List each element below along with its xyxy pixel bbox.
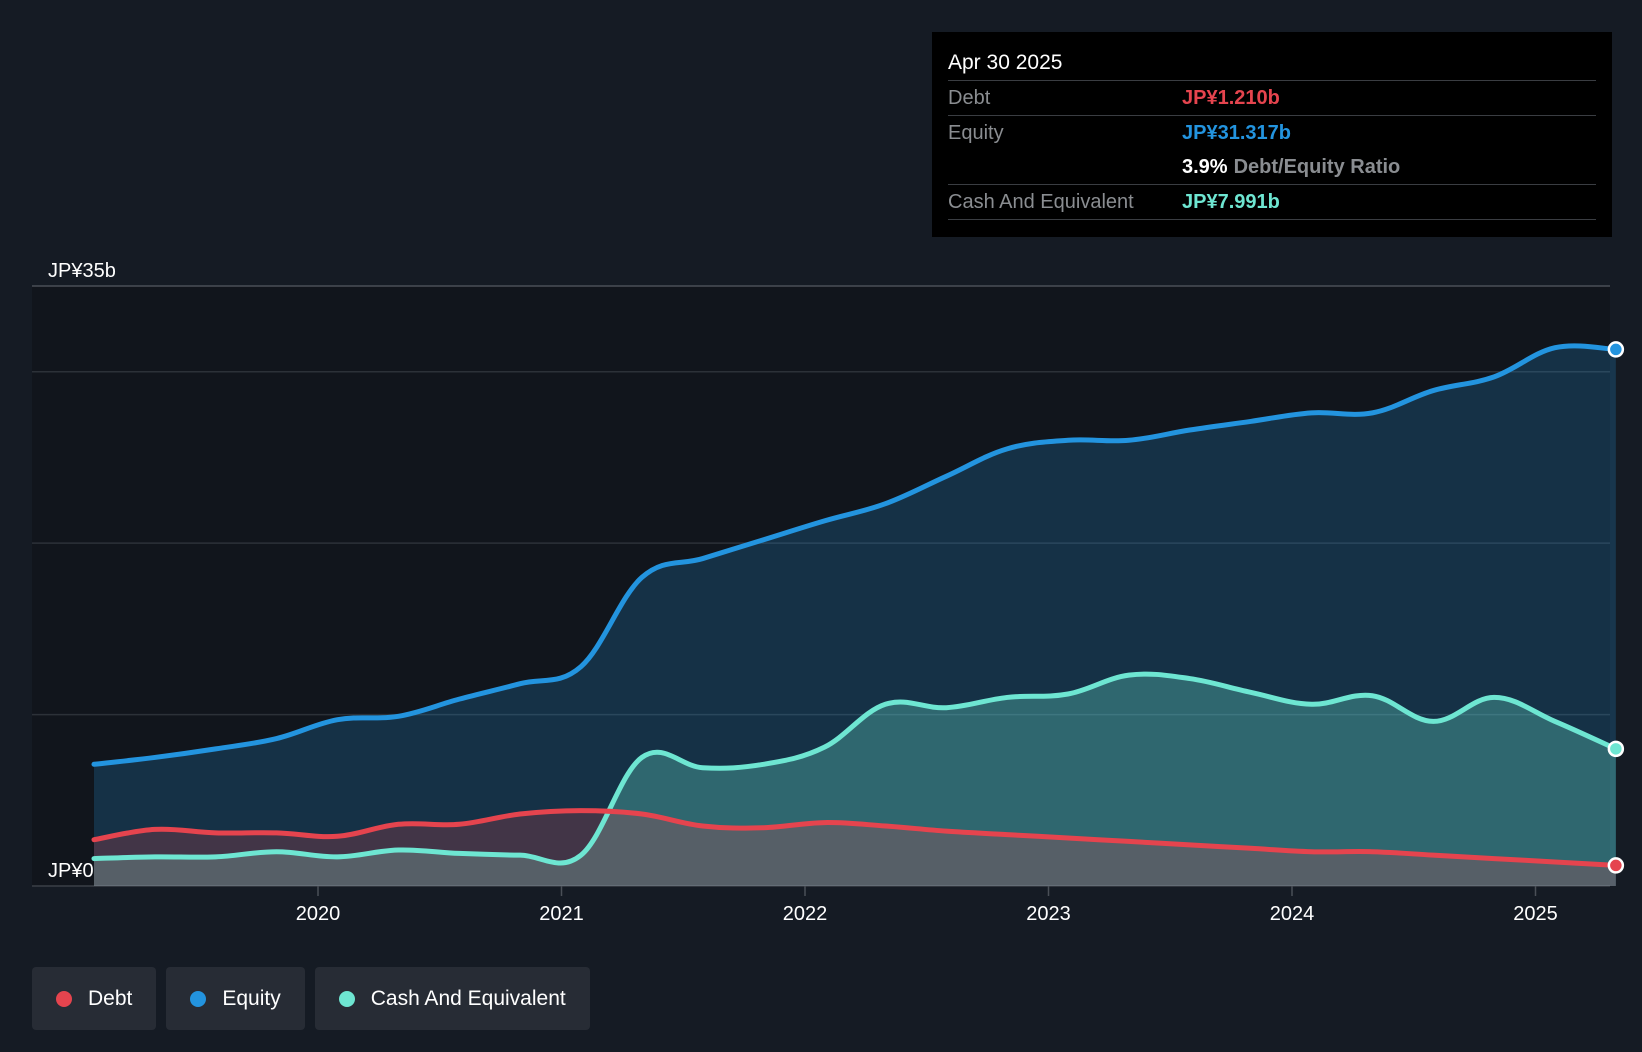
tooltip-row-ratio: 3.9% Debt/Equity Ratio [948,150,1596,184]
legend-item-debt[interactable]: Debt [32,967,157,1030]
x-tick-label: 2021 [539,903,584,925]
cash-dot-icon [338,990,355,1007]
debt-area [93,810,1616,886]
equity-dot-icon [190,990,207,1007]
tooltip-debt-label: Debt [948,86,991,109]
y-tick-label: JP¥0 [48,860,94,882]
y-axis-labels: JP¥35b JP¥0 [48,260,116,882]
tooltip-date: Apr 30 2025 [948,51,1063,74]
tooltip-debt-value: JP¥1.210b [1182,86,1280,109]
y-tick-label: JP¥35b [48,260,116,282]
tooltip-cash-value: JP¥7.991b [1182,190,1280,213]
gridlines [32,285,1610,887]
legend-debt-label: Debt [88,986,133,1010]
chart-legend: Debt Equity Cash And Equivalent [32,967,590,1030]
legend-cash-label: Cash And Equivalent [370,986,566,1010]
x-axis: 2020 2021 2022 2023 2024 2025 [296,886,1558,925]
legend-item-cash[interactable]: Cash And Equivalent [314,967,590,1030]
tooltip-row-cash: Cash And Equivalent JP¥7.991b [948,184,1596,220]
tooltip-row-equity: Equity JP¥31.317b [948,115,1596,150]
tooltip-equity-value: JP¥31.317b [1182,121,1291,144]
cash-and-equivalent-line [91,671,1619,866]
legend-item-equity[interactable]: Equity [166,967,305,1030]
tooltip-ratio-label: Debt/Equity Ratio [1233,155,1401,178]
equity-line [91,343,1619,767]
data-tooltip: Apr 30 2025 Debt JP¥1.210b Equity JP¥31.… [932,32,1612,237]
tooltip-row-debt: Debt JP¥1.210b [948,80,1596,115]
series-areas [93,345,1616,887]
debt-dot-icon [56,990,72,1007]
cash-and-equivalent-area [93,674,1616,886]
x-tick-label: 2020 [296,903,341,925]
tooltip-cash-label: Cash And Equivalent [948,190,1134,213]
debt-line [91,808,1619,868]
tooltip-equity-label: Equity [948,121,1004,144]
tooltip-ratio-value: 3.9% [1182,155,1228,178]
x-tick-label: 2024 [1270,903,1315,925]
cash-and-equivalent-endpoint [1607,740,1625,758]
series-lines [91,343,1619,868]
equity-area [93,345,1616,887]
equity-endpoint [1607,341,1625,358]
plot-background [32,286,1610,886]
x-tick-label: 2023 [1026,903,1071,925]
x-tick-label: 2025 [1513,903,1558,925]
legend-equity-label: Equity [222,986,281,1010]
series-endpoints [1607,341,1625,874]
debt-endpoint [1607,857,1625,874]
x-tick-label: 2022 [783,903,828,925]
